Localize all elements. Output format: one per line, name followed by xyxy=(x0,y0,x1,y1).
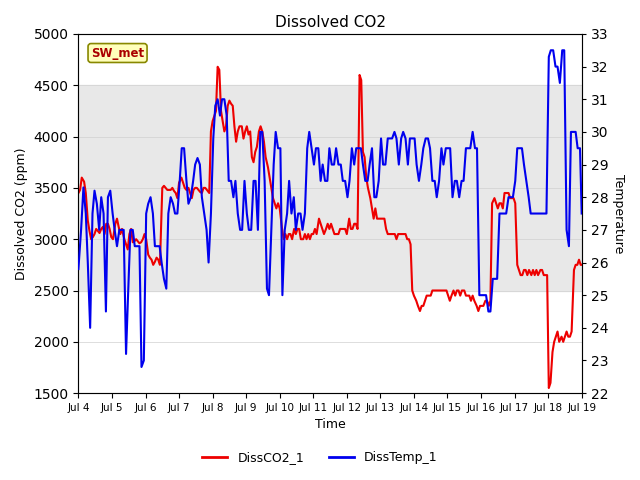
Text: SW_met: SW_met xyxy=(91,47,144,60)
Y-axis label: Dissolved CO2 (ppm): Dissolved CO2 (ppm) xyxy=(15,147,28,280)
X-axis label: Time: Time xyxy=(315,419,346,432)
Legend: DissCO2_1, DissTemp_1: DissCO2_1, DissTemp_1 xyxy=(197,446,443,469)
Title: Dissolved CO2: Dissolved CO2 xyxy=(275,15,385,30)
Bar xyxy=(79,85,582,290)
Y-axis label: Temperature: Temperature xyxy=(612,174,625,253)
